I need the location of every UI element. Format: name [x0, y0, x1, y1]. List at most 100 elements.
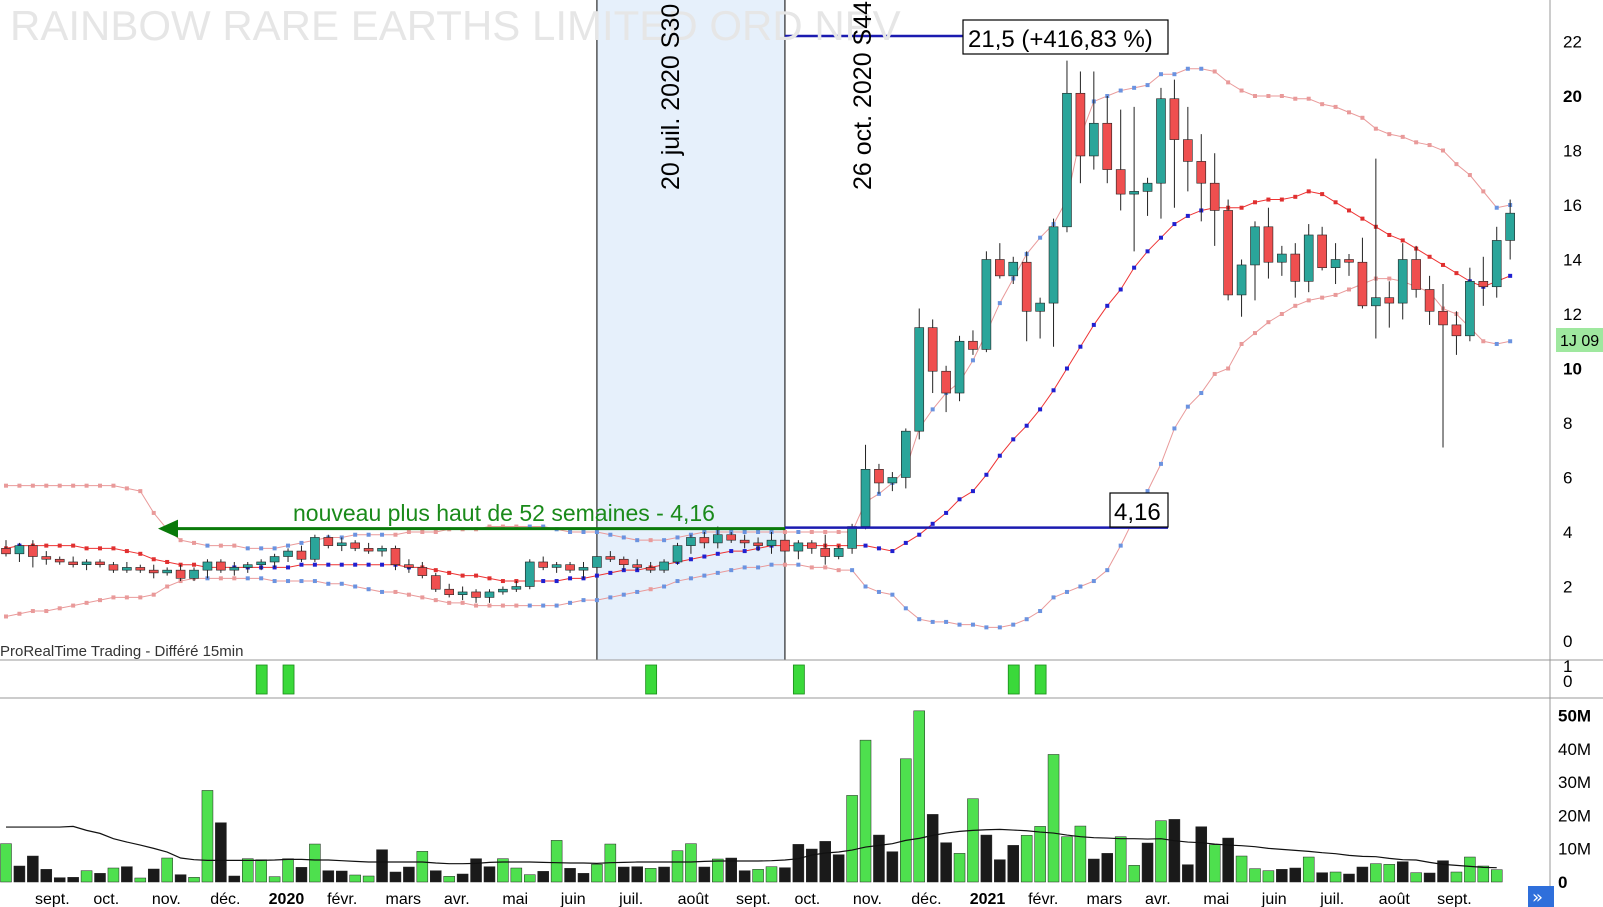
volume-bar — [134, 877, 147, 883]
bollinger-point — [30, 483, 35, 488]
candle — [296, 550, 307, 560]
volume-bar — [1088, 858, 1100, 883]
x-tick-label: févr. — [1028, 891, 1058, 907]
bollinger-point — [594, 530, 599, 534]
bollinger-point — [353, 584, 358, 589]
bollinger-point — [1427, 254, 1432, 259]
bollinger-point — [970, 622, 975, 627]
bollinger-point — [1091, 579, 1096, 584]
volume-bar — [456, 873, 469, 883]
candle — [390, 548, 401, 565]
bollinger-point — [850, 568, 855, 573]
bollinger-point — [957, 622, 962, 627]
volume-bar — [470, 858, 482, 883]
bollinger-point — [1011, 437, 1016, 442]
bollinger-point — [84, 546, 89, 551]
bollinger-point — [1158, 461, 1163, 466]
volume-bar — [94, 873, 106, 883]
bollinger-point — [635, 589, 640, 594]
bollinger-point — [30, 609, 35, 614]
bollinger-point — [366, 532, 371, 537]
bollinger-point — [447, 600, 452, 605]
candle — [605, 556, 616, 560]
x-tick-label: févr. — [327, 891, 357, 907]
volume-bar — [1101, 853, 1114, 883]
bollinger-point — [742, 565, 747, 570]
bollinger-point — [621, 535, 626, 540]
candle — [766, 539, 777, 546]
scroll-right-button[interactable] — [1528, 886, 1554, 907]
bollinger-point — [44, 483, 49, 488]
volume-bar — [792, 844, 805, 883]
level-low-label: 4,16 — [1114, 499, 1161, 526]
price-tick-label: 22 — [1563, 33, 1582, 52]
candle — [256, 561, 266, 565]
x-tick-label: sept. — [736, 891, 771, 907]
bollinger-point — [1172, 72, 1177, 77]
candle — [95, 561, 105, 565]
bollinger-point — [433, 598, 438, 603]
volume-tick-label: 40M — [1558, 740, 1591, 759]
bollinger-point — [675, 535, 680, 540]
x-tick-label: déc. — [911, 891, 941, 907]
bollinger-point — [1118, 543, 1123, 548]
volume-bar — [1074, 825, 1087, 883]
volume-bar — [241, 858, 254, 883]
bollinger-point — [568, 600, 573, 605]
candle — [229, 567, 240, 571]
bollinger-point — [326, 562, 331, 567]
bollinger-point — [44, 543, 49, 548]
volume-bar — [806, 848, 818, 883]
bollinger-point — [380, 562, 385, 567]
candle — [1357, 261, 1368, 307]
candle — [847, 526, 857, 549]
breakout-annotation: nouveau plus haut de 52 semaines - 4,16 — [293, 500, 715, 526]
volume-bar — [550, 840, 563, 883]
volume-bar — [712, 858, 724, 883]
volume-bar — [779, 867, 791, 883]
candle — [712, 534, 723, 544]
bollinger-point — [1320, 102, 1325, 107]
bollinger-point — [165, 584, 170, 589]
bollinger-point — [1172, 222, 1177, 227]
bollinger-point — [1038, 407, 1043, 412]
bollinger-point — [903, 606, 908, 611]
bollinger-point — [218, 543, 223, 548]
bollinger-point — [1105, 568, 1110, 573]
candle — [68, 561, 78, 565]
bollinger-point — [742, 530, 747, 534]
volume-tick-label: 0 — [1558, 873, 1567, 892]
bollinger-point — [997, 453, 1002, 458]
bollinger-point — [178, 538, 183, 543]
bollinger-point — [554, 603, 559, 608]
x-tick-label: nov. — [853, 891, 882, 907]
volume-bar — [765, 866, 778, 883]
bollinger-point — [286, 543, 291, 548]
bollinger-point — [1320, 295, 1325, 300]
candle — [1371, 297, 1381, 307]
candle — [578, 567, 589, 571]
bollinger-point — [1266, 94, 1271, 98]
candle — [1303, 234, 1314, 282]
volume-bar — [618, 866, 630, 883]
volume-bar — [1061, 836, 1073, 883]
bollinger-point — [111, 546, 116, 551]
bollinger-point — [460, 573, 465, 578]
bollinger-point — [1024, 423, 1029, 428]
volume-bar — [752, 869, 764, 883]
volume-bar — [268, 876, 281, 883]
price-tick-label: 20 — [1563, 87, 1582, 106]
candle — [632, 564, 643, 568]
x-tick-label: 2020 — [269, 891, 305, 907]
x-tick-label: août — [678, 891, 710, 907]
bollinger-point — [1508, 339, 1513, 344]
candle — [592, 556, 602, 568]
volume-bar — [147, 868, 160, 883]
bollinger-point — [124, 549, 129, 554]
bollinger-point — [1064, 589, 1069, 594]
candle — [148, 569, 159, 574]
volume-bar — [376, 849, 388, 883]
bollinger-point — [393, 532, 398, 537]
x-tick-label: avr. — [444, 891, 470, 907]
bollinger-point — [944, 619, 949, 624]
